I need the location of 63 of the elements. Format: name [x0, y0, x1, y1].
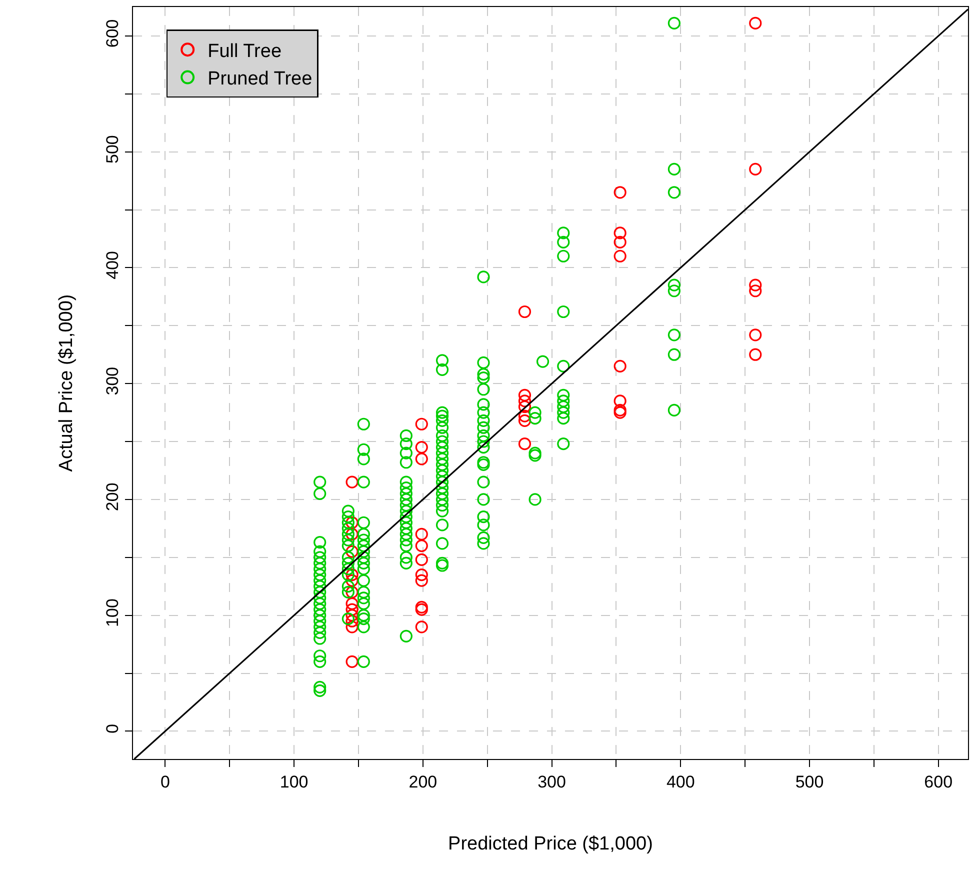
y-tick-label: 500 [103, 135, 122, 164]
x-tick-label: 100 [280, 772, 308, 792]
legend-label: Full Tree [208, 41, 282, 62]
point [749, 284, 762, 298]
point [346, 597, 358, 610]
point [614, 186, 626, 199]
point [518, 438, 532, 450]
y-tick-label: 200 [103, 482, 122, 512]
x-tick-label: 400 [666, 772, 695, 792]
x-tick-label: 600 [924, 772, 953, 792]
point [346, 516, 358, 529]
legend-label: Pruned Tree [208, 68, 312, 90]
y-tick-label: 100 [103, 598, 122, 627]
point [415, 528, 428, 541]
point [346, 614, 358, 628]
point [518, 410, 532, 422]
point [415, 418, 428, 430]
point [415, 553, 428, 566]
point [749, 162, 762, 176]
point [614, 360, 626, 372]
point [415, 452, 428, 466]
point [518, 388, 532, 402]
point [346, 545, 358, 558]
point [614, 226, 626, 240]
y-tick-label: 300 [103, 366, 122, 396]
x-axis-title: Predicted Price ($1,000) [448, 833, 653, 854]
point [518, 400, 532, 414]
point [614, 236, 626, 249]
point [749, 16, 762, 30]
point [614, 404, 626, 417]
point [346, 603, 358, 616]
point [415, 600, 428, 614]
point [749, 348, 762, 361]
point [415, 574, 428, 587]
point [415, 568, 428, 582]
point [346, 586, 358, 598]
point [346, 568, 358, 582]
point [518, 394, 532, 408]
point [614, 250, 626, 262]
point [614, 394, 626, 408]
point [518, 305, 532, 318]
x-tick-label: 0 [160, 772, 170, 792]
point [346, 574, 358, 587]
point [346, 476, 358, 488]
point [415, 620, 428, 634]
x-tick-label: 500 [795, 772, 824, 792]
y-tick-label: 400 [103, 250, 122, 280]
y-tick-label: 600 [103, 19, 122, 48]
x-tick-label: 300 [538, 772, 566, 792]
y-tick-label: 0 [103, 724, 122, 734]
point [346, 609, 358, 622]
point [614, 406, 626, 419]
point [415, 540, 428, 552]
point [415, 603, 428, 616]
point [346, 620, 358, 634]
y-axis-title: Actual Price ($1,000) [56, 294, 77, 472]
point [749, 278, 762, 292]
x-tick-label: 200 [408, 772, 438, 792]
point [518, 414, 532, 427]
point [415, 441, 428, 454]
point [346, 528, 358, 541]
point [346, 655, 358, 668]
point [749, 328, 762, 342]
